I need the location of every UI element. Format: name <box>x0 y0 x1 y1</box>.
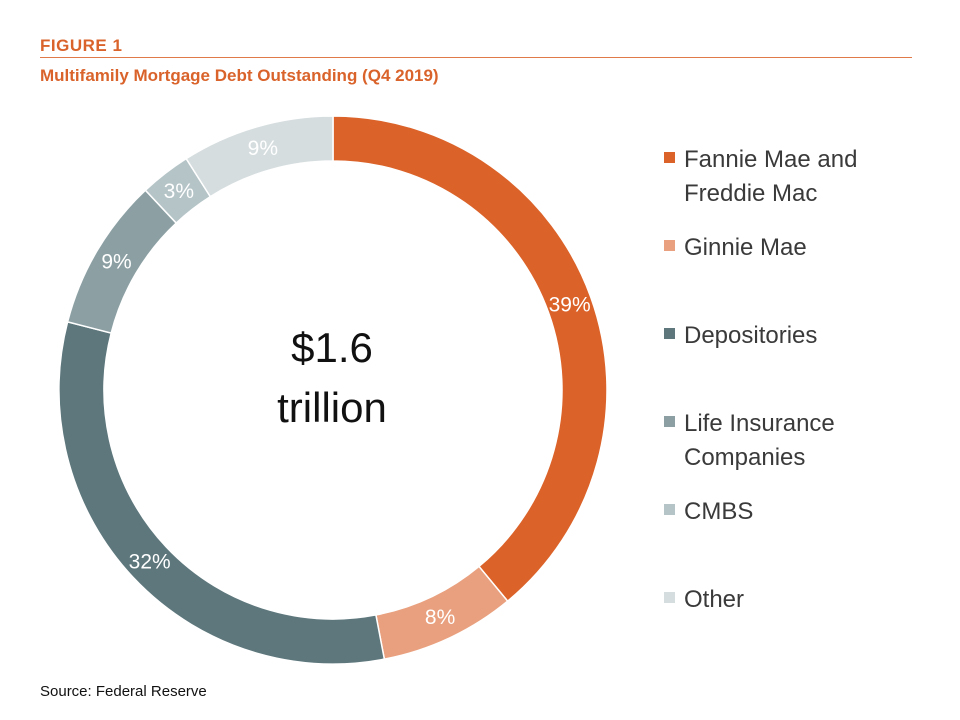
data-label-cmbs: 3% <box>164 180 194 203</box>
center-unit: trillion <box>277 384 387 431</box>
legend-label: Ginnie Mae <box>684 234 807 261</box>
legend-swatch <box>664 240 675 251</box>
legend-label: CMBS <box>684 498 754 525</box>
slice-other <box>185 115 334 198</box>
figure-label: FIGURE 1 <box>40 36 123 55</box>
chart-title: Multifamily Mortgage Debt Outstanding (Q… <box>40 66 439 85</box>
data-label-life-insurance-companies: 9% <box>101 250 131 273</box>
data-label-ginnie-mae: 8% <box>425 606 455 629</box>
donut-center-label: $1.6 trillion <box>232 318 432 438</box>
legend-swatch <box>664 416 675 427</box>
header-divider <box>40 57 912 58</box>
data-label-depositories: 32% <box>129 551 171 574</box>
center-value: $1.6 <box>291 324 373 371</box>
legend-label: Depositories <box>684 322 818 349</box>
legend-label: Other <box>684 586 745 613</box>
legend-label: Fannie Mae and Freddie Mac <box>684 146 858 207</box>
legend-swatch <box>664 328 675 339</box>
legend-swatch <box>664 592 675 603</box>
legend-swatch <box>664 504 675 515</box>
legend-label: Life Insurance Companies <box>684 410 835 471</box>
source-note: Source: Federal Reserve <box>40 683 207 700</box>
data-label-fannie-mae-and-freddie-mac: 39% <box>549 293 591 316</box>
data-label-other: 9% <box>248 137 278 160</box>
legend-swatch <box>664 152 675 163</box>
